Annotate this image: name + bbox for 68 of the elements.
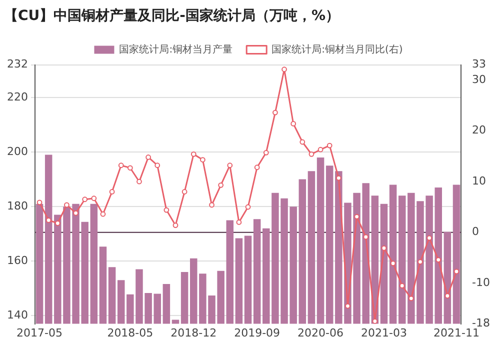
legend-label: 国家统计局:铜材当月产量 <box>119 43 233 56</box>
x-tick-label: 2017-05 <box>16 326 63 340</box>
y-tick-label: 180 <box>6 199 28 212</box>
point <box>91 196 97 202</box>
point <box>46 218 52 223</box>
point <box>263 150 269 156</box>
x-tick-label: 2019-09 <box>234 326 280 340</box>
y-tick-label: 200 <box>6 144 28 158</box>
point <box>109 189 115 194</box>
x-tick-label: 2021-03 <box>361 326 407 340</box>
point <box>426 235 432 241</box>
point <box>146 154 152 160</box>
point <box>73 210 78 216</box>
point <box>372 318 378 324</box>
point <box>245 204 251 210</box>
y-tick-label: 232 <box>6 58 28 71</box>
point <box>182 189 188 194</box>
point <box>336 175 342 181</box>
point <box>290 121 296 126</box>
point <box>218 182 224 188</box>
point <box>100 211 106 217</box>
point <box>318 146 324 152</box>
point <box>64 202 70 208</box>
point <box>390 260 396 266</box>
legend-label: 国家统计局:铜材当月同比(右) <box>272 43 403 56</box>
y-tick-label: 160 <box>6 254 28 267</box>
point <box>164 207 170 213</box>
point <box>209 202 214 208</box>
point <box>118 162 124 168</box>
point <box>272 110 278 116</box>
point <box>454 268 460 274</box>
point <box>354 214 360 220</box>
point <box>308 151 314 157</box>
point <box>82 196 88 202</box>
point <box>136 178 142 184</box>
x-tick-label: 2018-12 <box>170 326 217 340</box>
point <box>36 200 42 206</box>
point <box>172 222 178 228</box>
point <box>282 66 287 72</box>
point <box>190 151 196 157</box>
point <box>436 257 442 263</box>
point <box>54 220 60 226</box>
chart-title: 【CU】中国铜材产量及同比-国家统计局（万吨，%） <box>4 7 340 24</box>
point <box>326 142 332 148</box>
y2-tick-label: 0 <box>472 225 480 238</box>
y2-tick-label: -10 <box>472 276 490 290</box>
point <box>381 245 387 251</box>
y2-tick-label: 30 <box>472 72 486 86</box>
y-tick-label: 220 <box>6 90 28 104</box>
y-tick-label: 140 <box>6 308 28 322</box>
point <box>127 165 133 171</box>
point <box>254 164 260 170</box>
point <box>227 162 233 168</box>
point <box>399 283 405 288</box>
x-tick-label: 2020-06 <box>298 326 344 340</box>
point <box>300 139 306 145</box>
point <box>200 157 206 162</box>
point <box>418 259 423 265</box>
y2-tick-label: 33 <box>472 58 486 71</box>
y2-tick-label: 20 <box>472 124 486 137</box>
point <box>345 303 350 309</box>
y2-tick-label: 10 <box>472 174 486 188</box>
point <box>444 293 450 299</box>
point <box>236 220 242 225</box>
point <box>154 162 160 168</box>
point <box>408 296 414 302</box>
point <box>363 234 369 240</box>
x-tick-label: 2018-05 <box>107 326 154 340</box>
